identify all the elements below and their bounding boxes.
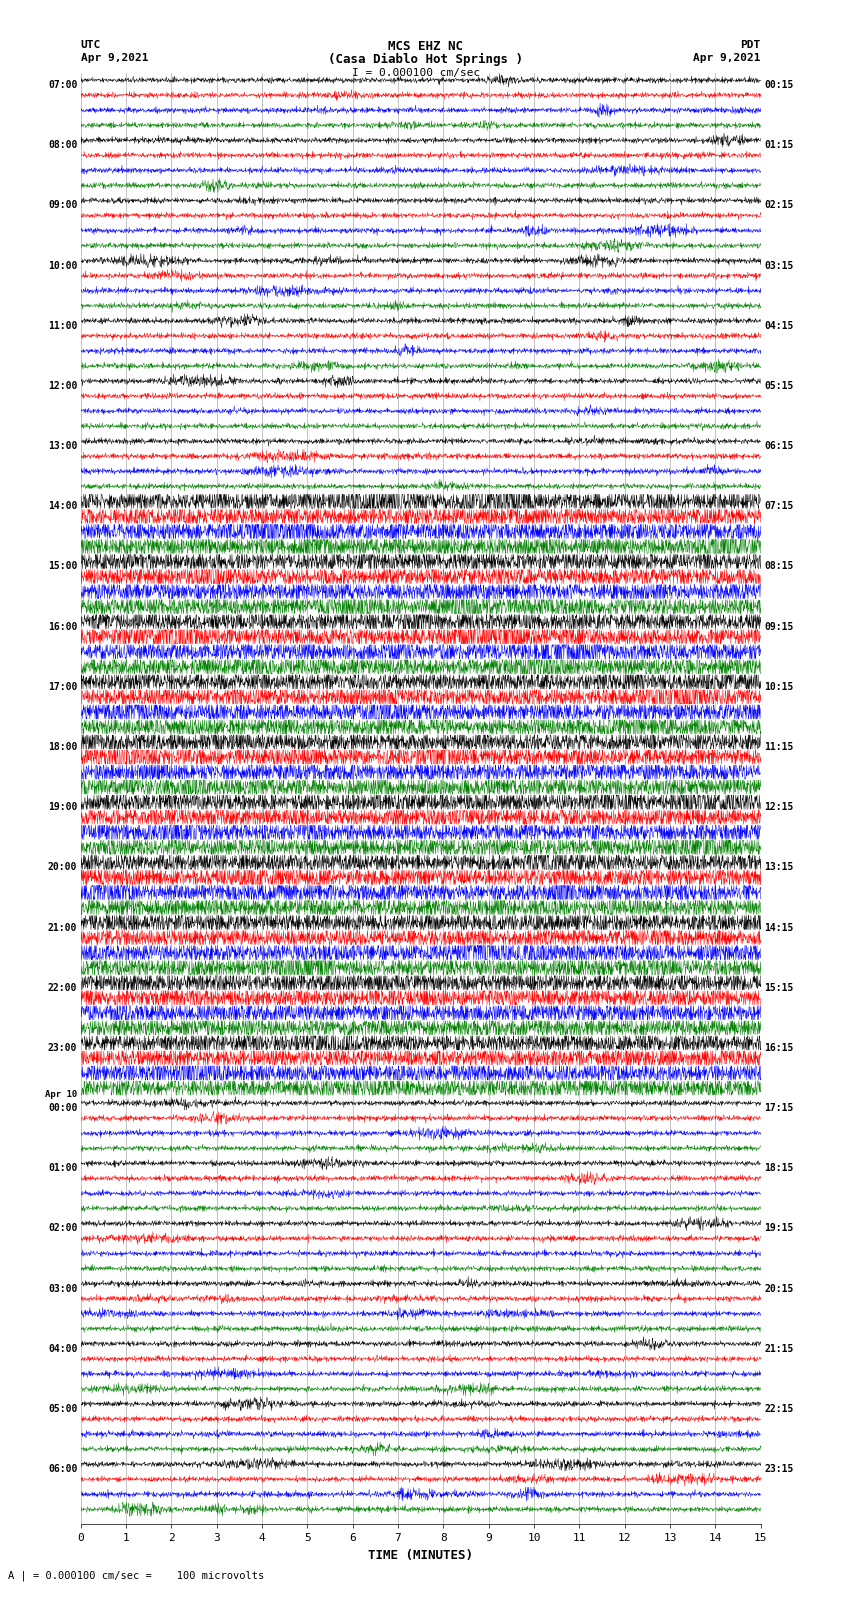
Text: 02:00: 02:00 — [48, 1223, 77, 1234]
Text: 14:15: 14:15 — [764, 923, 794, 932]
Text: 19:00: 19:00 — [48, 802, 77, 813]
Text: I = 0.000100 cm/sec: I = 0.000100 cm/sec — [353, 68, 480, 77]
Text: 20:15: 20:15 — [764, 1284, 794, 1294]
Text: 20:00: 20:00 — [48, 863, 77, 873]
Text: 02:15: 02:15 — [764, 200, 794, 210]
Text: 09:15: 09:15 — [764, 621, 794, 632]
Text: 16:15: 16:15 — [764, 1044, 794, 1053]
Text: 06:00: 06:00 — [48, 1465, 77, 1474]
Text: UTC: UTC — [81, 40, 101, 50]
Text: 11:15: 11:15 — [764, 742, 794, 752]
Text: 21:00: 21:00 — [48, 923, 77, 932]
Text: 06:15: 06:15 — [764, 440, 794, 452]
Text: Apr 9,2021: Apr 9,2021 — [81, 53, 148, 63]
Text: 22:15: 22:15 — [764, 1403, 794, 1415]
Text: 23:15: 23:15 — [764, 1465, 794, 1474]
Text: 22:00: 22:00 — [48, 982, 77, 992]
Text: 08:00: 08:00 — [48, 140, 77, 150]
Text: 12:15: 12:15 — [764, 802, 794, 813]
Text: 16:00: 16:00 — [48, 621, 77, 632]
Text: 09:00: 09:00 — [48, 200, 77, 210]
Text: MCS EHZ NC: MCS EHZ NC — [388, 40, 462, 53]
Text: 00:00: 00:00 — [48, 1103, 77, 1113]
Text: 00:15: 00:15 — [764, 81, 794, 90]
Text: 18:00: 18:00 — [48, 742, 77, 752]
Text: 18:15: 18:15 — [764, 1163, 794, 1173]
Text: 01:00: 01:00 — [48, 1163, 77, 1173]
Text: 11:00: 11:00 — [48, 321, 77, 331]
Text: 15:15: 15:15 — [764, 982, 794, 992]
Text: 08:15: 08:15 — [764, 561, 794, 571]
Text: 10:15: 10:15 — [764, 682, 794, 692]
Text: 13:00: 13:00 — [48, 440, 77, 452]
Text: 04:00: 04:00 — [48, 1344, 77, 1353]
Text: PDT: PDT — [740, 40, 761, 50]
Text: (Casa Diablo Hot Springs ): (Casa Diablo Hot Springs ) — [327, 53, 523, 66]
Text: 21:15: 21:15 — [764, 1344, 794, 1353]
Text: 17:15: 17:15 — [764, 1103, 794, 1113]
Text: 04:15: 04:15 — [764, 321, 794, 331]
Text: 10:00: 10:00 — [48, 261, 77, 271]
Text: 14:00: 14:00 — [48, 502, 77, 511]
Text: 05:00: 05:00 — [48, 1403, 77, 1415]
Text: Apr 9,2021: Apr 9,2021 — [694, 53, 761, 63]
Text: 07:00: 07:00 — [48, 81, 77, 90]
Text: 12:00: 12:00 — [48, 381, 77, 390]
Text: 17:00: 17:00 — [48, 682, 77, 692]
Text: 19:15: 19:15 — [764, 1223, 794, 1234]
X-axis label: TIME (MINUTES): TIME (MINUTES) — [368, 1548, 473, 1561]
Text: 07:15: 07:15 — [764, 502, 794, 511]
Text: 03:15: 03:15 — [764, 261, 794, 271]
Text: 03:00: 03:00 — [48, 1284, 77, 1294]
Text: 13:15: 13:15 — [764, 863, 794, 873]
Text: A | = 0.000100 cm/sec =    100 microvolts: A | = 0.000100 cm/sec = 100 microvolts — [8, 1569, 264, 1581]
Text: 23:00: 23:00 — [48, 1044, 77, 1053]
Text: 15:00: 15:00 — [48, 561, 77, 571]
Text: Apr 10: Apr 10 — [45, 1090, 77, 1098]
Text: 05:15: 05:15 — [764, 381, 794, 390]
Text: 01:15: 01:15 — [764, 140, 794, 150]
